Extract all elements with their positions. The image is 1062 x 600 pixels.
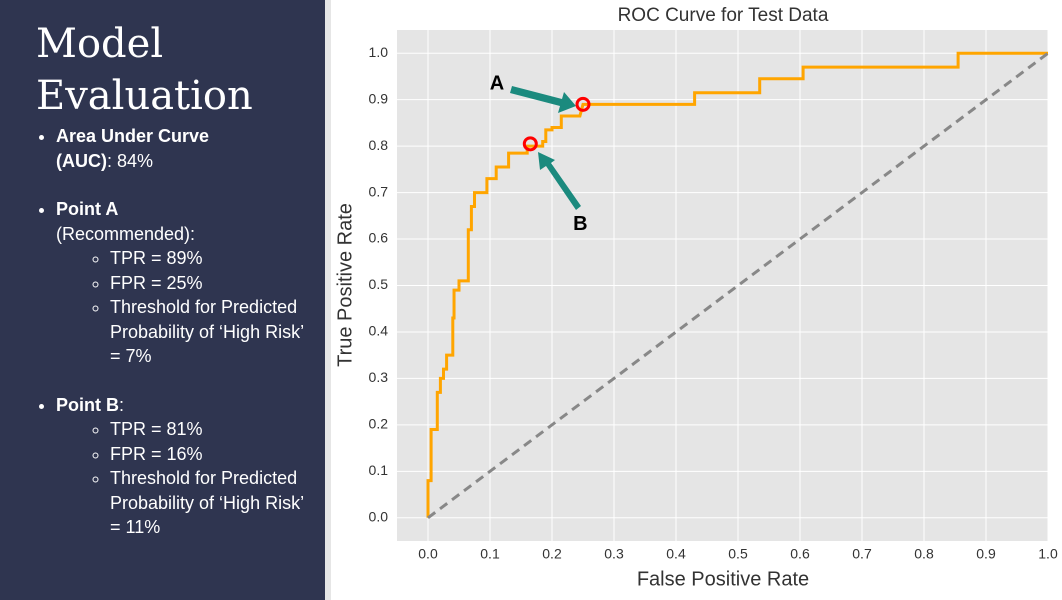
x-axis-label: False Positive Rate <box>637 568 809 590</box>
x-tick-label: 0.8 <box>914 546 934 562</box>
divider <box>325 0 331 600</box>
point-label: A <box>490 73 504 95</box>
point-marker <box>575 96 591 112</box>
y-tick-label: 1.0 <box>369 44 389 60</box>
arrow-b <box>538 152 581 210</box>
y-axis-label: True Positive Rate <box>334 203 356 367</box>
y-tick-label: 0.1 <box>369 462 389 478</box>
sub-item: FPR = 25% <box>110 271 310 296</box>
sub-item: Threshold for Predicted Probability of ‘… <box>110 466 310 540</box>
y-tick-label: 0.9 <box>369 90 389 106</box>
x-tick-label: 0.1 <box>480 546 500 562</box>
roc-line <box>426 51 1048 518</box>
x-tick-label: 0.0 <box>418 546 438 562</box>
roc-line <box>427 52 1049 519</box>
x-tick-label: 0.9 <box>976 546 996 562</box>
bullet-list: Area Under Curve (AUC): 84% Point A (Reco… <box>20 124 356 564</box>
bullet-item: Point A (Recommended):TPR = 89%FPR = 25%… <box>56 197 303 369</box>
x-tick-label: 0.3 <box>604 546 624 562</box>
x-tick-label: 0.7 <box>852 546 872 562</box>
bullet-text: : 84% <box>107 150 154 171</box>
y-tick-label: 0.5 <box>369 276 389 292</box>
sub-item: TPR = 89% <box>110 246 310 271</box>
y-tick-label: 0.8 <box>369 137 389 153</box>
sub-item: FPR = 16% <box>110 442 310 467</box>
y-tick-label: 0.7 <box>369 183 389 199</box>
bullet-item: Point B:TPR = 81%FPR = 16%Threshold for … <box>56 393 303 540</box>
x-tick-label: 0.4 <box>666 546 686 562</box>
sidebar: Model Evaluation Area Under Curve (AUC):… <box>0 0 325 600</box>
sub-item: TPR = 81% <box>110 417 310 442</box>
chart-title: ROC Curve for Test Data <box>618 5 829 26</box>
bullet-heading: Point B <box>56 394 119 415</box>
y-tick-label: 0.0 <box>369 508 389 524</box>
y-tick-label: 0.2 <box>369 416 389 432</box>
annotations: AB <box>490 73 591 235</box>
sub-item: Threshold for Predicted Probability of ‘… <box>110 295 310 369</box>
x-tick-label: 0.2 <box>542 546 562 562</box>
sub-list: TPR = 89%FPR = 25%Threshold for Predicte… <box>56 246 310 369</box>
x-tick-label: 0.6 <box>790 546 810 562</box>
y-tick-label: 0.6 <box>369 230 389 246</box>
x-tick-label: 1.0 <box>1038 546 1058 562</box>
arrow-a <box>510 86 576 113</box>
bullet-text: (Recommended): <box>56 199 196 244</box>
bullet-heading: Point A <box>56 199 119 219</box>
slide-title: Model Evaluation <box>36 21 253 119</box>
sub-list: TPR = 81%FPR = 16%Threshold for Predicte… <box>56 417 310 540</box>
plot-area: 0.0 0.1 0.2 0.3 0.4 0.5 0.6 0.7 0.8 0.9 1.0 0.0 0.1 0… <box>369 30 1058 562</box>
point-label: B <box>573 213 587 235</box>
x-tick-label: 0.5 <box>728 546 748 562</box>
point-marker <box>522 136 538 152</box>
bullet-text: : <box>119 394 125 415</box>
bullet-heading: Area Under Curve (AUC) <box>56 126 210 171</box>
bullet-item: Area Under Curve (AUC): 84% <box>56 124 236 173</box>
y-tick-label: 0.3 <box>369 369 389 385</box>
y-tick-label: 0.4 <box>369 323 389 339</box>
